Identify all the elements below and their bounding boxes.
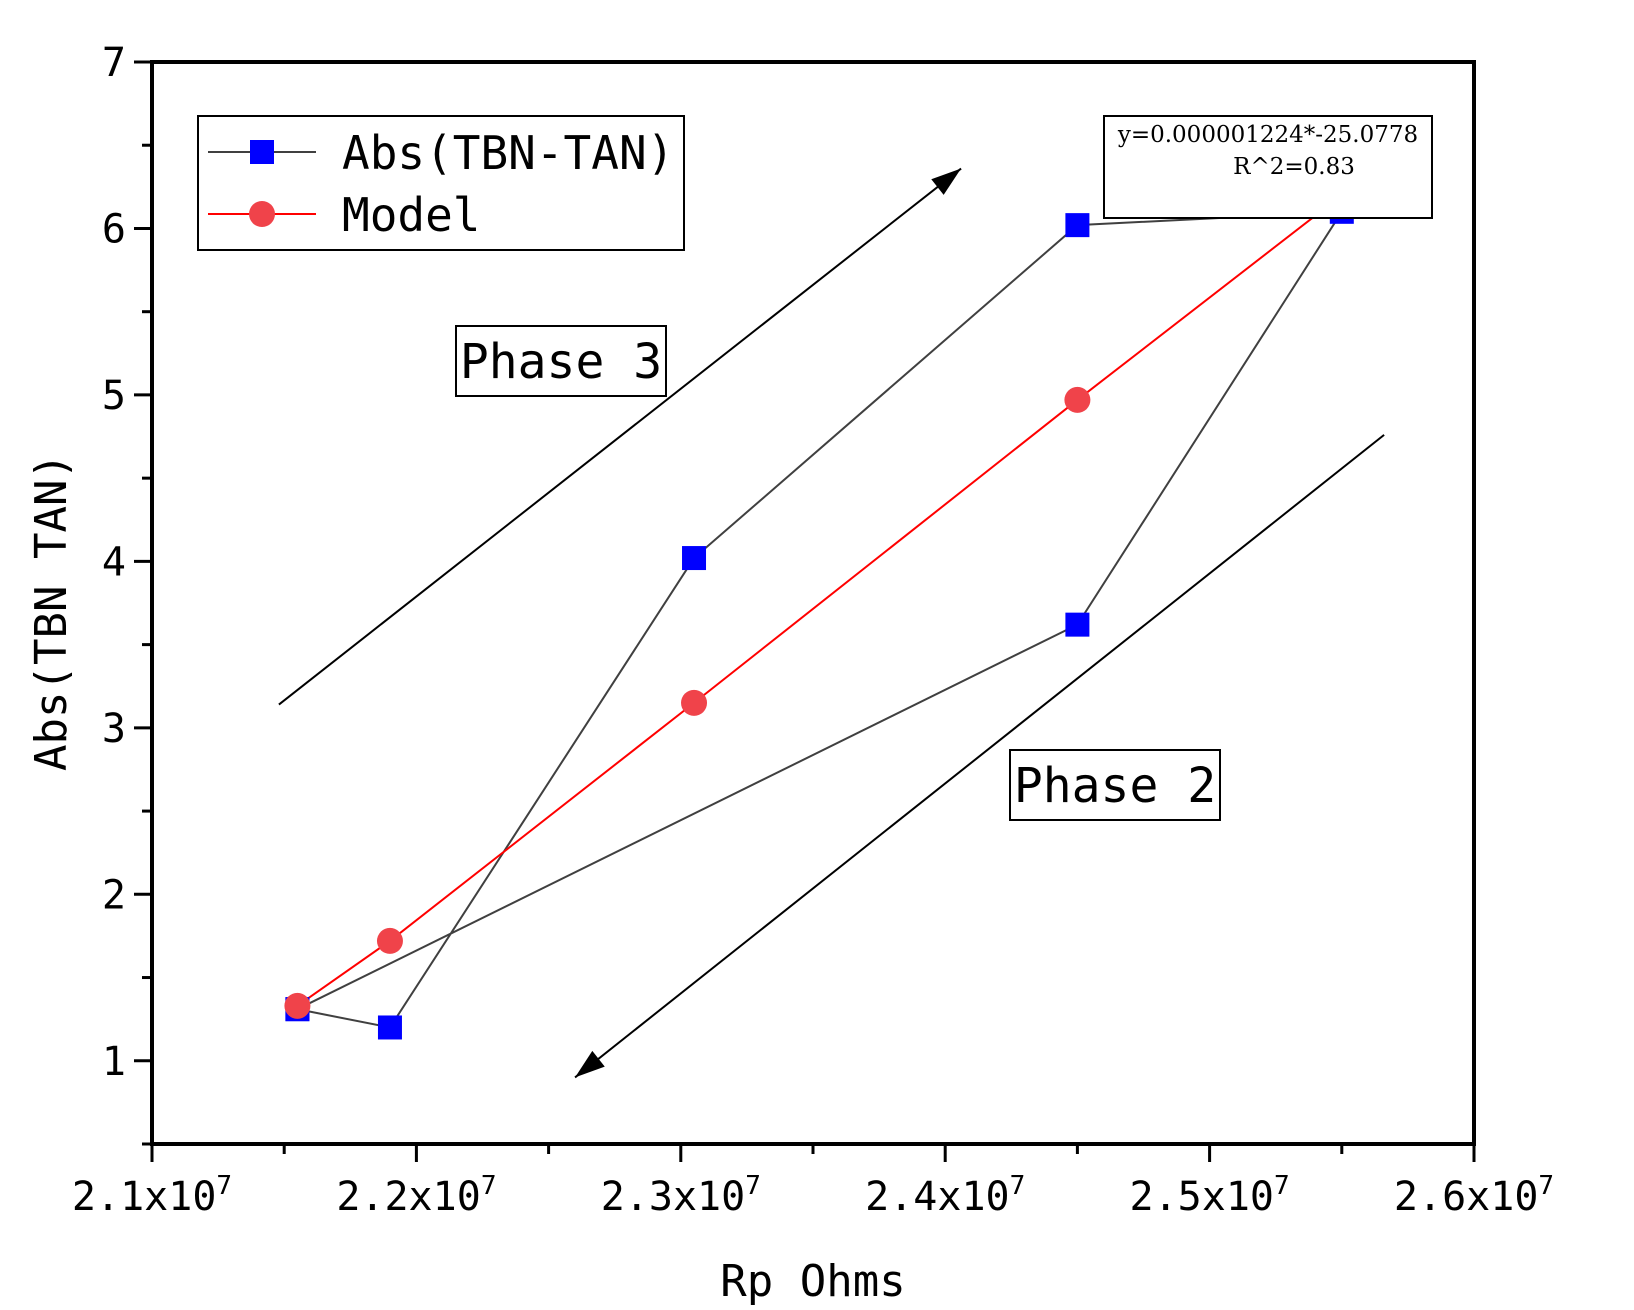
data-point-abs: [1065, 612, 1090, 637]
legend-marker-model: [249, 201, 275, 227]
phase3-arrow-head: [931, 168, 962, 195]
x-tick-label: 2.3x107: [601, 1171, 761, 1220]
data-point-abs: [682, 546, 707, 571]
series-layer: [284, 182, 1355, 1040]
y-tick-label: 4: [102, 539, 126, 585]
legend-label-abs: Abs(TBN-TAN): [342, 126, 674, 180]
legend-label-model: Model: [342, 188, 480, 242]
data-point-model: [284, 992, 311, 1019]
fit-equation: y=0.000001224*-25.0778: [1117, 122, 1418, 148]
trend-arrows: [278, 167, 1385, 1079]
x-tick-label: 2.6x107: [1394, 1171, 1554, 1220]
x-tick-label: 2.5x107: [1130, 1171, 1290, 1220]
x-axis-title: Rp Ohms: [720, 1256, 905, 1307]
phase3-box: [455, 325, 667, 397]
phase2-arrow-head: [575, 1050, 605, 1078]
fit-r-squared: R^2=0.83: [1233, 154, 1355, 180]
y-tick-label: 5: [102, 373, 126, 419]
y-tick-label: 7: [102, 40, 126, 86]
phase3-label: Phase 3: [460, 334, 662, 390]
y-tick-label: 1: [102, 1039, 126, 1085]
data-point-model: [376, 927, 403, 954]
y-axis-title: Abs(TBN TAN): [26, 453, 77, 771]
phase2-box: [1009, 749, 1221, 821]
data-point-model: [1064, 386, 1091, 413]
data-point-abs: [377, 1015, 402, 1040]
data-point-abs: [1065, 213, 1090, 238]
x-axis: 2.1x107 2.2x107 2.3x107 2.4x107 2.5x107 2.6x1…: [72, 1144, 1554, 1220]
series-line-0: [296, 210, 1344, 1029]
phase2-label: Phase 2: [1014, 758, 1216, 814]
phase3-arrow-shaft: [278, 167, 962, 706]
x-tick-label: 2.1x107: [72, 1171, 232, 1220]
data-point-model: [681, 689, 708, 716]
legend: Abs(TBN-TAN) Model: [197, 115, 685, 251]
y-tick-label: 2: [102, 872, 126, 918]
y-tick-label: 3: [102, 706, 126, 752]
legend-box: [197, 115, 685, 251]
fit-equation-box: [1103, 115, 1433, 219]
y-axis: 1 2 3 4 5 6 7: [102, 40, 152, 1146]
phase2-arrow-shaft: [574, 434, 1385, 1079]
y-tick-label: 6: [102, 206, 126, 252]
x-tick-label: 2.2x107: [336, 1171, 496, 1220]
legend-marker-abs: [250, 140, 274, 164]
x-tick-label: 2.4x107: [865, 1171, 1025, 1220]
